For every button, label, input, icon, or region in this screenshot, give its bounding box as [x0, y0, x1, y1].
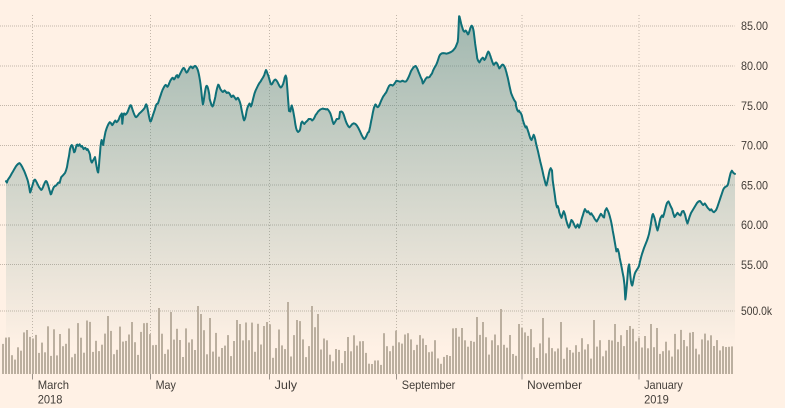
svg-text:July: July — [275, 378, 298, 392]
svg-text:65.00: 65.00 — [741, 178, 768, 192]
svg-text:2018: 2018 — [38, 392, 63, 406]
svg-text:January: January — [644, 378, 683, 392]
svg-text:55.00: 55.00 — [741, 258, 768, 272]
svg-text:500.0k: 500.0k — [741, 304, 773, 318]
svg-text:75.00: 75.00 — [741, 99, 768, 113]
svg-text:60.00: 60.00 — [741, 218, 768, 232]
svg-text:November: November — [527, 378, 582, 392]
svg-text:March: March — [38, 378, 69, 392]
svg-text:70.00: 70.00 — [741, 139, 768, 153]
svg-text:85.00: 85.00 — [741, 19, 768, 33]
svg-text:2019: 2019 — [644, 392, 669, 406]
svg-text:80.00: 80.00 — [741, 59, 768, 73]
svg-text:May: May — [156, 378, 176, 392]
svg-text:September: September — [402, 378, 456, 392]
